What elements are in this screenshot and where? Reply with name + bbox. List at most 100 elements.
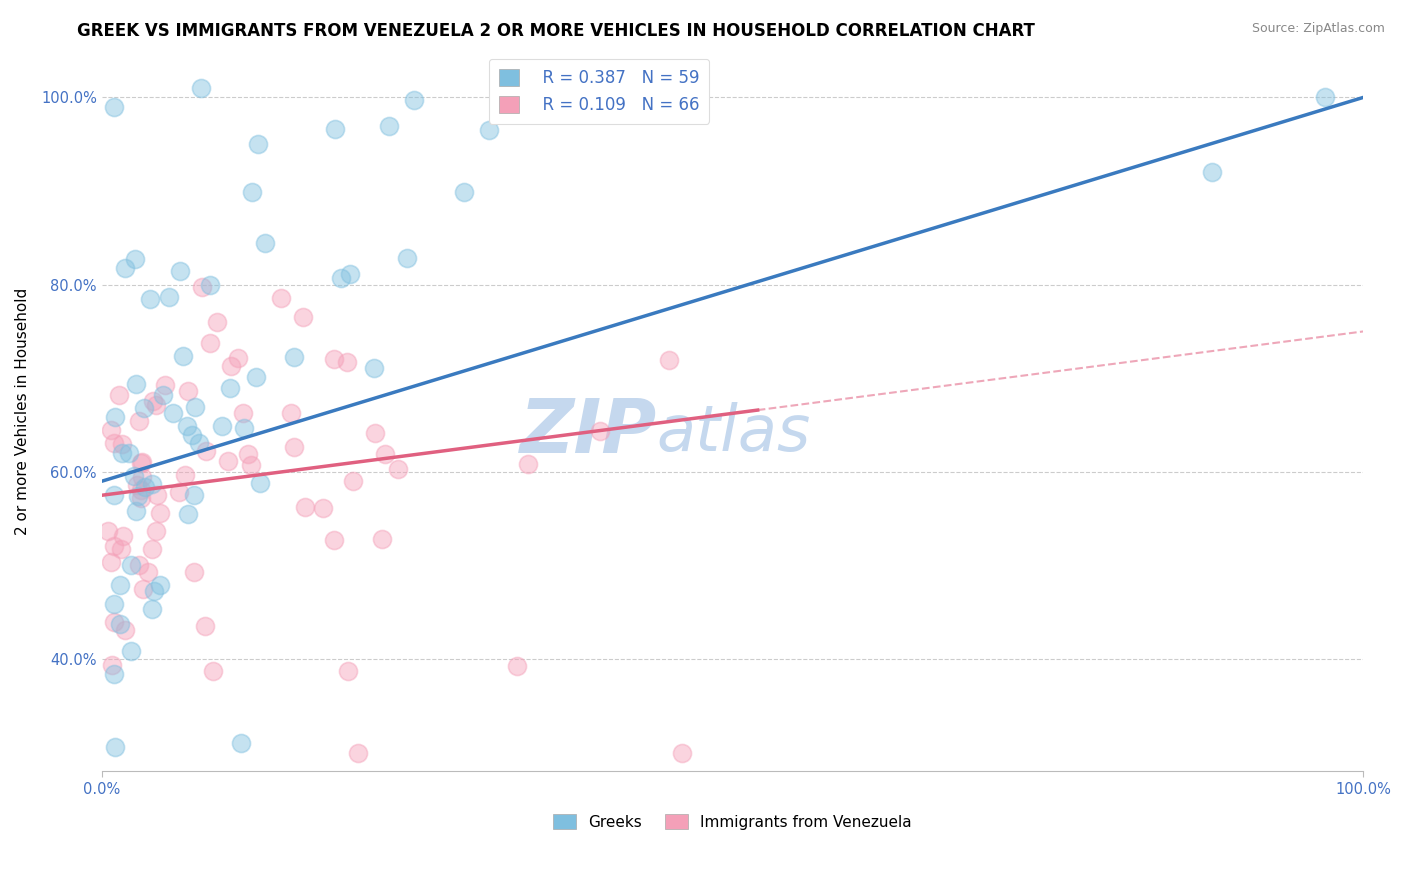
Point	[169, 485, 191, 500]
Point	[226, 351, 249, 365]
Text: Source: ZipAtlas.com: Source: ZipAtlas.com	[1251, 22, 1385, 36]
Point	[294, 500, 316, 515]
Point	[125, 478, 148, 492]
Point	[402, 93, 425, 107]
Point	[127, 489, 149, 503]
Point	[108, 578, 131, 592]
Point	[339, 267, 361, 281]
Point	[141, 602, 163, 616]
Point	[103, 615, 125, 629]
Point	[100, 555, 122, 569]
Point	[322, 533, 344, 547]
Point	[377, 119, 399, 133]
Point	[117, 445, 139, 459]
Point	[122, 469, 145, 483]
Point	[191, 280, 214, 294]
Point	[97, 524, 120, 538]
Point	[181, 427, 204, 442]
Point	[658, 352, 681, 367]
Point	[346, 746, 368, 760]
Point	[132, 401, 155, 415]
Point	[270, 291, 292, 305]
Point	[129, 483, 152, 497]
Point	[104, 740, 127, 755]
Point	[152, 388, 174, 402]
Point	[131, 470, 153, 484]
Point	[103, 540, 125, 554]
Point	[231, 736, 253, 750]
Point	[283, 350, 305, 364]
Point	[176, 419, 198, 434]
Point	[129, 491, 152, 505]
Point	[329, 270, 352, 285]
Point	[280, 406, 302, 420]
Point	[254, 235, 277, 250]
Point	[155, 378, 177, 392]
Point	[111, 437, 134, 451]
Point	[142, 394, 165, 409]
Point	[145, 524, 167, 539]
Point	[149, 578, 172, 592]
Point	[671, 746, 693, 760]
Point	[517, 457, 540, 471]
Point	[131, 455, 153, 469]
Point	[232, 406, 254, 420]
Point	[240, 185, 263, 199]
Point	[100, 658, 122, 673]
Point	[312, 501, 335, 516]
Point	[176, 384, 198, 398]
Point	[207, 315, 229, 329]
Y-axis label: 2 or more Vehicles in Household: 2 or more Vehicles in Household	[15, 287, 30, 534]
Point	[374, 447, 396, 461]
Point	[195, 443, 218, 458]
Point	[364, 425, 387, 440]
Point	[103, 667, 125, 681]
Point	[506, 658, 529, 673]
Point	[103, 598, 125, 612]
Point	[131, 456, 153, 470]
Point	[111, 529, 134, 543]
Point	[162, 406, 184, 420]
Point	[211, 418, 233, 433]
Point	[149, 506, 172, 520]
Point	[387, 462, 409, 476]
Point	[100, 423, 122, 437]
Point	[114, 623, 136, 637]
Point	[1201, 165, 1223, 179]
Point	[322, 351, 344, 366]
Point	[110, 616, 132, 631]
Point	[363, 360, 385, 375]
Point	[111, 446, 134, 460]
Point	[193, 618, 215, 632]
Point	[336, 355, 359, 369]
Point	[219, 359, 242, 373]
Point	[217, 454, 239, 468]
Point	[120, 558, 142, 573]
Point	[325, 122, 347, 136]
Point	[589, 425, 612, 439]
Point	[141, 477, 163, 491]
Point	[128, 414, 150, 428]
Point	[291, 310, 314, 324]
Point	[240, 458, 263, 472]
Point	[141, 541, 163, 556]
Point	[233, 421, 256, 435]
Point	[200, 277, 222, 292]
Point	[103, 488, 125, 502]
Point	[1315, 90, 1337, 104]
Point	[145, 398, 167, 412]
Point	[103, 100, 125, 114]
Point	[132, 582, 155, 597]
Point	[183, 565, 205, 579]
Text: GREEK VS IMMIGRANTS FROM VENEZUELA 2 OR MORE VEHICLES IN HOUSEHOLD CORRELATION C: GREEK VS IMMIGRANTS FROM VENEZUELA 2 OR …	[77, 22, 1035, 40]
Point	[337, 664, 360, 678]
Point	[172, 349, 194, 363]
Point	[342, 474, 364, 488]
Point	[395, 251, 418, 265]
Point	[114, 261, 136, 276]
Point	[245, 370, 267, 384]
Point	[124, 252, 146, 266]
Point	[202, 665, 225, 679]
Point	[478, 122, 501, 136]
Point	[177, 507, 200, 521]
